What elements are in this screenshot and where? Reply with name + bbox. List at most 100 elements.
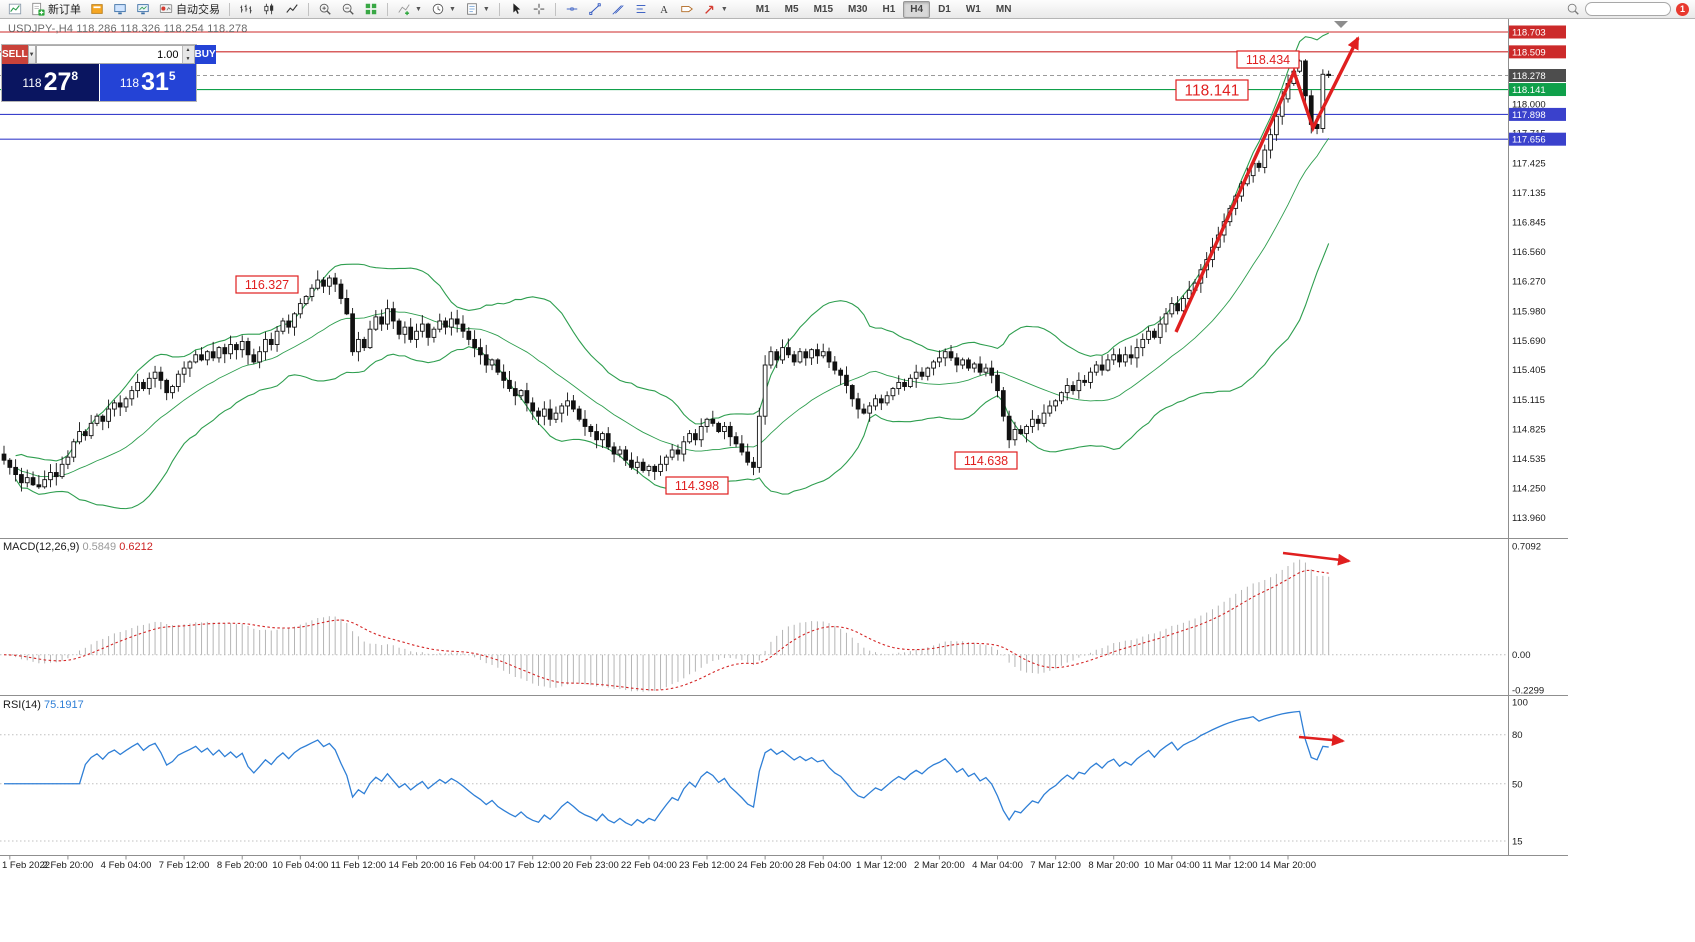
dropdown-caret-icon: ▼: [720, 5, 728, 13]
svg-text:80: 80: [1512, 730, 1523, 741]
tile-windows-button[interactable]: [360, 1, 382, 18]
volume-stepper[interactable]: ▲ ▼: [181, 46, 194, 63]
timeframe-m1[interactable]: M1: [755, 3, 770, 15]
channel-button[interactable]: [607, 1, 629, 18]
hline-icon: [566, 7, 578, 11]
crosshair-icon: [533, 3, 545, 15]
svg-text:100: 100: [1512, 698, 1528, 709]
terminal-button[interactable]: [109, 1, 131, 18]
svg-text:118.703: 118.703: [1512, 28, 1546, 39]
search-icon[interactable]: [1566, 2, 1580, 16]
timeframe-d1[interactable]: D1: [938, 3, 951, 15]
timeframe-h1[interactable]: H1: [882, 3, 896, 15]
svg-text:1 Mar 12:00: 1 Mar 12:00: [856, 860, 907, 871]
svg-text:2 Feb 20:00: 2 Feb 20:00: [43, 860, 94, 871]
zoom-out-icon: [342, 3, 354, 15]
sell-price-big: 27: [43, 68, 72, 96]
horizontal-line-button[interactable]: [561, 1, 583, 18]
timeframe-m5[interactable]: M5: [784, 3, 799, 15]
svg-text:16 Feb 04:00: 16 Feb 04:00: [447, 860, 503, 871]
indicators-button[interactable]: ▼: [393, 1, 426, 18]
sell-price-sup: 8: [71, 69, 79, 83]
autotrading-button[interactable]: 自动交易: [155, 1, 224, 18]
volume-down-icon[interactable]: ▼: [182, 54, 194, 63]
label-tool-button[interactable]: [676, 1, 698, 18]
horizontal-level-lines[interactable]: [0, 31, 1508, 140]
buy-price-button[interactable]: 118 31 5: [99, 64, 196, 101]
timeframe-h4[interactable]: H4: [903, 0, 931, 18]
trendline-button[interactable]: [584, 1, 606, 18]
crosshair-button[interactable]: [528, 1, 550, 18]
sell-price-button[interactable]: 118 27 8: [2, 64, 99, 101]
svg-text:A: A: [660, 5, 668, 16]
macd-name: MACD(12,26,9): [3, 541, 80, 553]
chart-shift-marker[interactable]: [1334, 21, 1348, 28]
svg-text:7 Feb 12:00: 7 Feb 12:00: [159, 860, 210, 871]
periods-button[interactable]: ▼: [427, 1, 460, 18]
svg-text:115.115: 115.115: [1512, 395, 1545, 406]
bar-chart-button[interactable]: [235, 1, 257, 18]
timeframe-w1[interactable]: W1: [965, 3, 981, 15]
zoom-in-button[interactable]: [314, 1, 336, 18]
template-icon: [467, 3, 477, 15]
svg-text:11 Feb 12:00: 11 Feb 12:00: [331, 860, 386, 871]
svg-text:2 Mar 20:00: 2 Mar 20:00: [914, 860, 965, 871]
svg-text:117.135: 117.135: [1512, 188, 1546, 199]
indicators-icon: [398, 4, 410, 16]
line-chart-button[interactable]: [281, 1, 303, 18]
svg-text:22 Feb 04:00: 22 Feb 04:00: [621, 860, 677, 871]
svg-text:14 Feb 20:00: 14 Feb 20:00: [389, 860, 445, 871]
search-input[interactable]: [1585, 2, 1671, 16]
fibonacci-button[interactable]: [630, 1, 652, 18]
timeframe-m15[interactable]: M15: [813, 3, 834, 15]
timeframe-mn[interactable]: MN: [995, 3, 1012, 15]
tester-icon: [137, 4, 149, 15]
timeframe-m30[interactable]: M30: [848, 3, 868, 15]
price-annotations[interactable]: 116.327 118.434 118.141 114.638 114.398: [235, 50, 1300, 495]
svg-text:117.656: 117.656: [1512, 135, 1546, 146]
buy-button[interactable]: BUY: [194, 45, 216, 64]
svg-text:24 Feb 20:00: 24 Feb 20:00: [737, 860, 793, 871]
price-scale[interactable]: 118.000117.715117.425117.135116.845116.5…: [1509, 25, 1566, 525]
history-icon: [91, 4, 103, 14]
chart-logo-button[interactable]: [4, 1, 26, 18]
toolbar: 新订单 自动交易 ▼ ▼ ▼ A ▼ M1 M5 M15 M30 H1 H4 D1 W1 MN …: [0, 0, 1695, 19]
volume-input[interactable]: [36, 46, 182, 63]
arrow-shape-icon: [704, 5, 714, 14]
terminal-icon: [114, 4, 126, 15]
channel-icon: [612, 5, 624, 15]
sell-button[interactable]: SELL: [2, 45, 28, 64]
cursor-button[interactable]: [505, 1, 527, 18]
zoom-out-button[interactable]: [337, 1, 359, 18]
svg-text:50: 50: [1512, 779, 1523, 790]
volume-up-icon[interactable]: ▲: [182, 46, 194, 55]
trendline-icon: [589, 3, 601, 15]
svg-text:28 Feb 04:00: 28 Feb 04:00: [795, 860, 851, 871]
dropdown-caret-icon: ▼: [482, 5, 490, 13]
toolbar-right-group: 1: [1566, 2, 1691, 16]
templates-button[interactable]: ▼: [461, 1, 494, 18]
text-tool-button[interactable]: A: [653, 1, 675, 18]
svg-text:118.509: 118.509: [1512, 47, 1546, 58]
candle-chart-button[interactable]: [258, 1, 280, 18]
new-order-button[interactable]: 新订单: [27, 1, 85, 18]
notification-badge[interactable]: 1: [1676, 2, 1689, 16]
volume-preset-dropdown[interactable]: ▼: [27, 45, 36, 64]
volume-field: ▲▼: [35, 45, 195, 64]
dropdown-caret-icon: ▼: [448, 5, 456, 13]
svg-text:118.000: 118.000: [1512, 99, 1546, 110]
strategy-tester-button[interactable]: [132, 1, 154, 18]
trend-arrows[interactable]: [1174, 36, 1360, 746]
svg-text:116.270: 116.270: [1512, 277, 1546, 288]
svg-text:1 Feb 2022: 1 Feb 2022: [2, 860, 50, 871]
svg-text:15: 15: [1512, 836, 1523, 847]
svg-text:8 Feb 20:00: 8 Feb 20:00: [217, 860, 268, 871]
toolbar-separator: [498, 2, 500, 16]
history-center-button[interactable]: [86, 1, 108, 18]
buy-price-big: 31: [141, 68, 169, 96]
svg-text:4 Feb 04:00: 4 Feb 04:00: [101, 860, 152, 871]
arrow-objects-button[interactable]: ▼: [699, 1, 732, 18]
